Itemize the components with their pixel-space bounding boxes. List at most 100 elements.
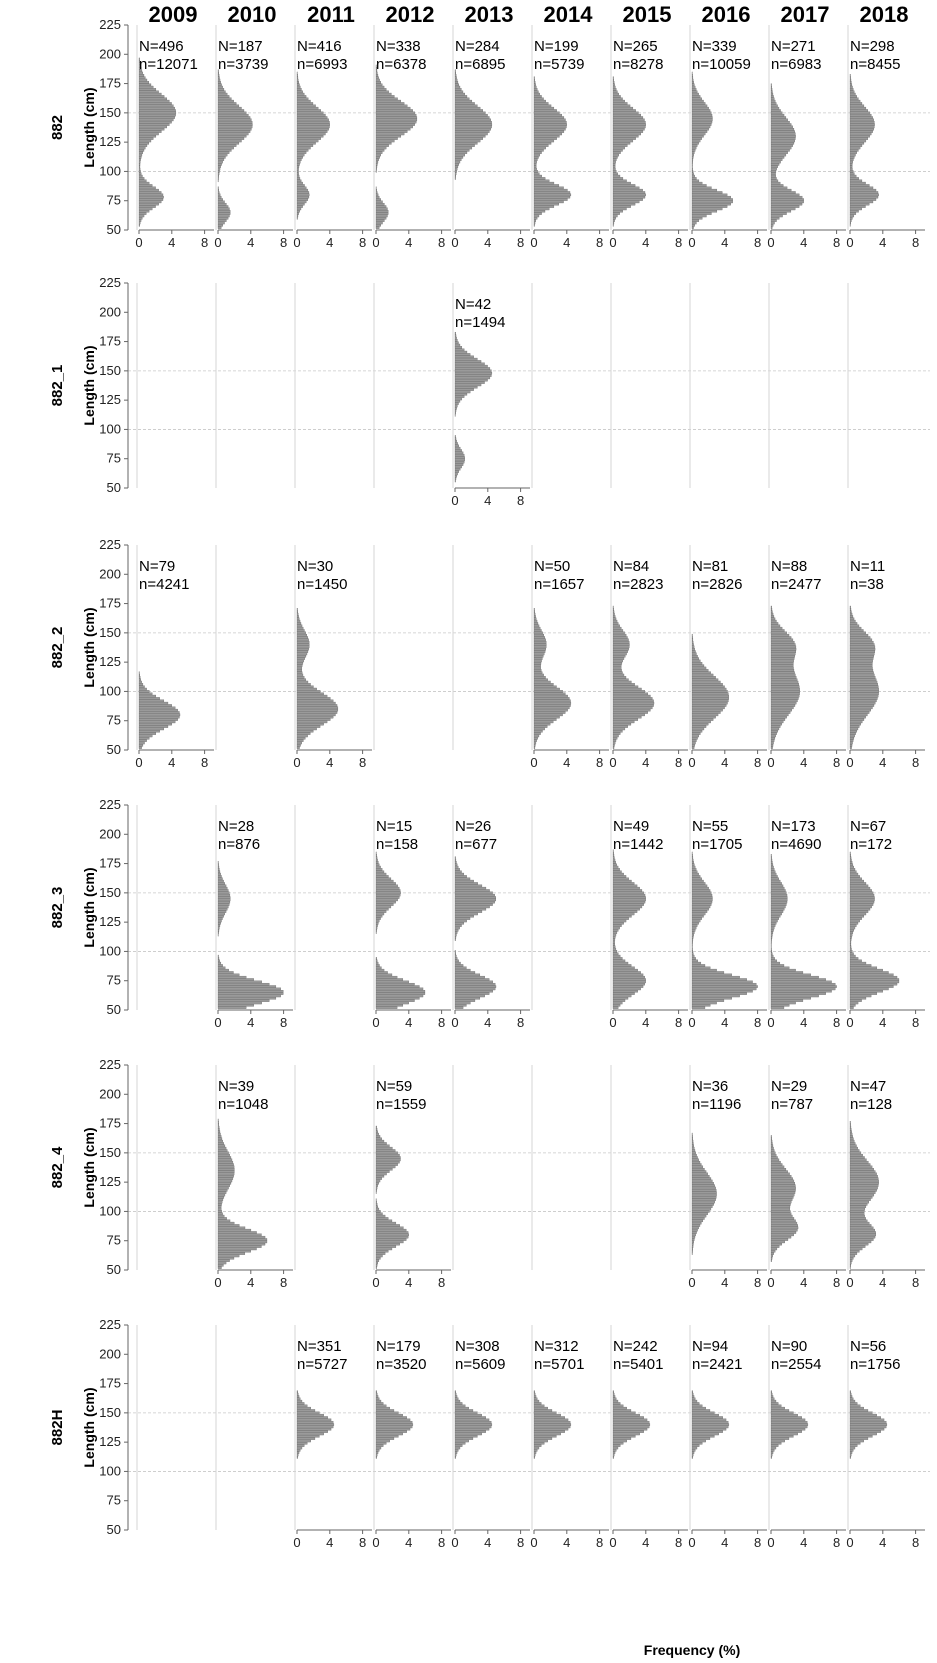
histogram-bar: [454, 378, 488, 382]
histogram-bar: [770, 1203, 791, 1206]
histogram-bar: [375, 1238, 407, 1241]
histogram-bar: [296, 1432, 324, 1436]
histogram-bar: [612, 999, 626, 1002]
histogram-bar: [849, 160, 853, 164]
histogram-bar: [691, 1235, 696, 1239]
histogram-bar: [770, 1395, 774, 1398]
histogram-bar: [375, 158, 379, 161]
histogram-bar: [612, 891, 644, 895]
year-header-2017: 2017: [781, 2, 830, 27]
histogram-bar: [770, 926, 775, 930]
x-tick-label: 0: [372, 1535, 379, 1550]
histogram-bar: [849, 720, 863, 724]
histogram-bar: [454, 397, 463, 401]
histogram-bar: [138, 711, 180, 714]
histogram-bar: [770, 88, 773, 91]
histogram-bar: [375, 1184, 378, 1187]
histogram-bar: [533, 1409, 553, 1412]
sample-count-n: n=2421: [692, 1356, 742, 1373]
histogram-bar: [691, 882, 706, 885]
histogram-bar: [217, 151, 230, 154]
histogram-bar: [691, 95, 701, 98]
histogram-bar: [296, 151, 307, 154]
histogram-bar: [691, 947, 693, 951]
histogram-bar: [770, 725, 781, 728]
histogram-bar: [296, 130, 328, 133]
histogram-bar: [454, 978, 490, 981]
y-tick-label: 75: [107, 1233, 121, 1248]
histogram-bar: [612, 961, 629, 965]
x-tick-label: 4: [563, 1535, 570, 1550]
histogram-bar: [138, 701, 169, 705]
histogram-bar: [375, 1207, 380, 1211]
histogram-bar: [770, 1397, 775, 1401]
histogram-bar: [849, 1217, 866, 1220]
histogram-bar: [612, 652, 627, 656]
histogram-bar: [454, 376, 491, 380]
histogram-bar: [770, 1245, 780, 1248]
histogram-bar: [454, 146, 473, 150]
length-axis-label: Length (cm): [81, 1127, 97, 1207]
histogram-bar: [217, 128, 252, 131]
histogram-bar: [375, 1146, 393, 1150]
histogram-bar: [849, 1247, 863, 1251]
histogram-bar: [770, 1254, 773, 1258]
histogram-bar: [454, 334, 457, 337]
histogram-bar: [217, 863, 219, 866]
year-header-2012: 2012: [386, 2, 435, 27]
histogram-bar: [454, 463, 464, 466]
length-axis-label: Length (cm): [81, 867, 97, 947]
histogram-bar: [217, 971, 234, 974]
histogram-bar: [691, 102, 706, 105]
histogram-bar: [533, 212, 542, 215]
x-tick-label: 0: [609, 235, 616, 250]
histogram-bar: [849, 664, 873, 667]
histogram-bar: [454, 153, 466, 157]
histogram-bar: [533, 81, 536, 84]
length-axis-label: Length (cm): [81, 87, 97, 167]
histogram-bar: [533, 730, 543, 733]
histogram-bar: [217, 1250, 251, 1253]
histogram-bar: [849, 863, 854, 866]
histogram-bar: [138, 221, 141, 225]
sample-count-N: N=49: [613, 818, 649, 835]
histogram-bar: [296, 690, 321, 693]
histogram-bar: [770, 1446, 777, 1450]
histogram-bar: [849, 1226, 874, 1230]
histogram-bar: [770, 608, 773, 611]
histogram-bar: [612, 950, 618, 953]
x-tick-label: 8: [517, 1535, 524, 1550]
histogram-bar: [849, 961, 867, 965]
histogram-bar: [770, 915, 781, 918]
x-tick-label: 0: [214, 1275, 221, 1290]
histogram-bar: [770, 931, 774, 934]
histogram-bar: [375, 854, 377, 857]
histogram-bar: [770, 624, 781, 628]
histogram-bar: [533, 708, 568, 712]
histogram-bar: [138, 697, 160, 700]
histogram-bar: [691, 905, 711, 909]
histogram-bar: [533, 669, 542, 672]
histogram-bar: [691, 1228, 698, 1232]
x-tick-label: 0: [293, 755, 300, 770]
histogram-bar: [691, 156, 694, 159]
panel-882_3-2016: 0 4 8N=55n=1705: [688, 818, 767, 1030]
histogram-bar: [849, 1189, 877, 1192]
histogram-bar: [454, 151, 468, 154]
x-tick-label: 8: [359, 755, 366, 770]
histogram-bar: [770, 167, 777, 171]
histogram-bar: [454, 395, 465, 398]
histogram-bar: [454, 980, 493, 984]
histogram-bar: [770, 905, 786, 909]
histogram-bar: [612, 217, 616, 220]
histogram-bar: [849, 1001, 859, 1005]
histogram-bar: [217, 961, 222, 965]
histogram-bar: [217, 1264, 224, 1267]
histogram-bar: [770, 1418, 806, 1422]
histogram-bar: [691, 1179, 713, 1183]
histogram-bar: [375, 896, 400, 899]
histogram-bar: [454, 893, 495, 897]
histogram-bar: [375, 144, 389, 147]
histogram-bar: [849, 964, 872, 967]
histogram-bar: [691, 865, 696, 869]
